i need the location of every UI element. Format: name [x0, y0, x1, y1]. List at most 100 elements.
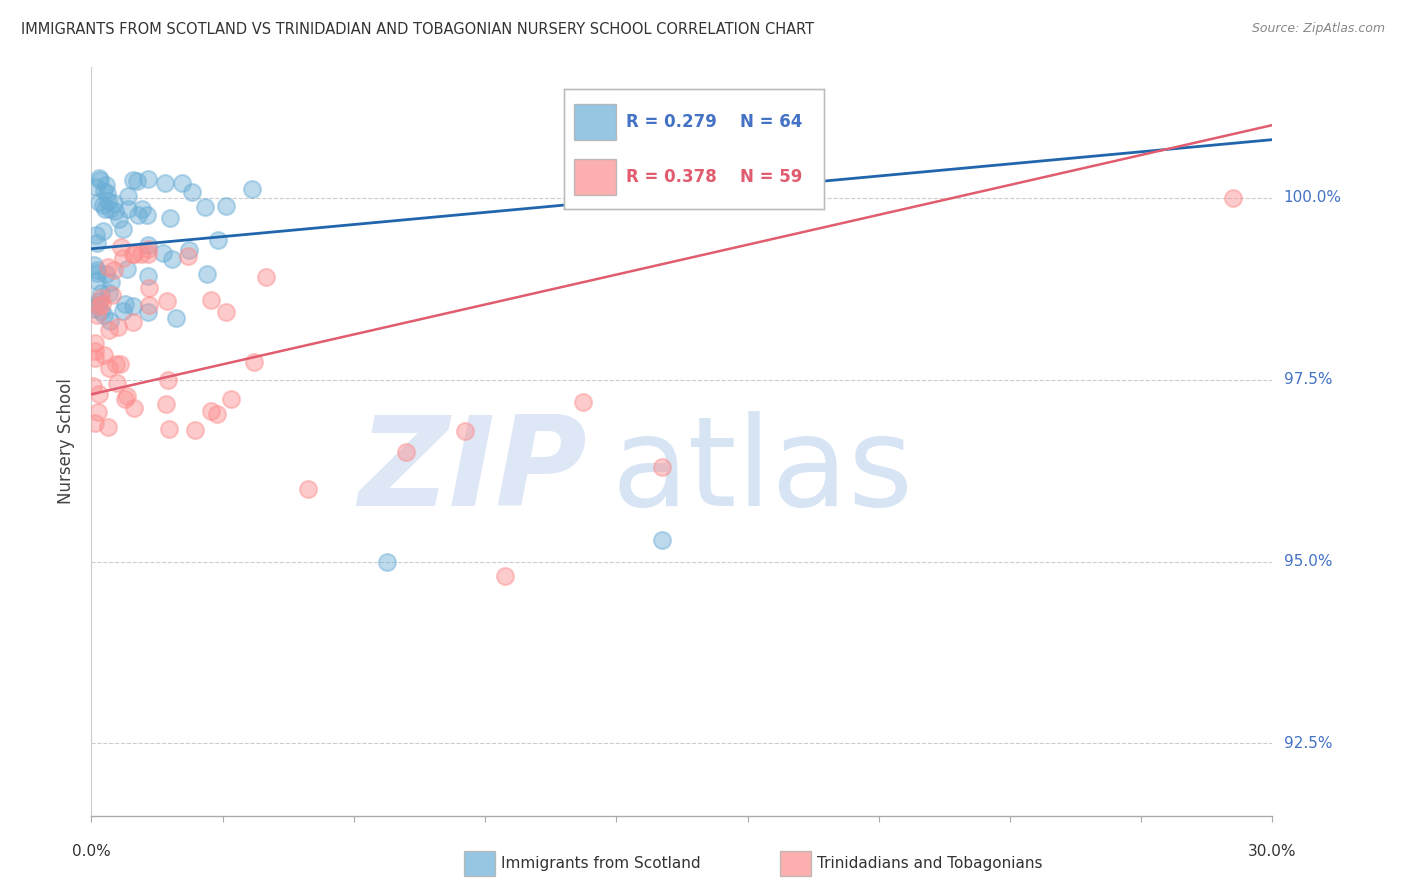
Point	[97, 323, 120, 337]
Point	[156, 293, 179, 308]
Point	[84, 336, 107, 351]
Point	[157, 422, 180, 436]
Point	[105, 376, 128, 391]
Point	[494, 569, 516, 583]
Point	[90, 285, 112, 300]
Point	[97, 285, 120, 300]
Point	[122, 247, 145, 261]
Point	[138, 281, 160, 295]
Point	[105, 357, 128, 371]
Point	[111, 303, 134, 318]
Point	[122, 173, 145, 187]
Point	[165, 310, 187, 325]
Point	[136, 208, 159, 222]
Point	[243, 355, 266, 369]
Point	[91, 224, 114, 238]
Point	[131, 202, 153, 217]
Point	[375, 555, 398, 569]
Point	[180, 186, 202, 200]
Point	[115, 262, 138, 277]
Point	[94, 202, 117, 217]
Point	[159, 211, 181, 225]
Point	[152, 245, 174, 260]
Point	[84, 298, 107, 312]
Point	[136, 238, 159, 252]
Text: 30.0%: 30.0%	[1249, 844, 1296, 859]
Text: 95.0%: 95.0%	[1284, 554, 1331, 569]
Point	[454, 424, 477, 438]
Point	[156, 373, 179, 387]
Point	[122, 247, 145, 261]
Point	[122, 299, 145, 313]
Point	[93, 348, 115, 362]
Point	[108, 211, 131, 226]
Point	[200, 403, 222, 417]
Point	[90, 291, 112, 305]
Point	[651, 533, 673, 547]
Point	[97, 194, 120, 208]
Point	[219, 392, 242, 406]
Point	[100, 275, 122, 289]
Point	[177, 249, 200, 263]
Text: ZIP: ZIP	[359, 411, 588, 532]
Point	[162, 252, 184, 267]
Point	[297, 482, 319, 496]
Point	[98, 360, 121, 375]
Text: 92.5%: 92.5%	[1284, 736, 1331, 751]
Point	[138, 171, 160, 186]
Point	[117, 202, 139, 216]
Point	[104, 203, 127, 218]
Text: IMMIGRANTS FROM SCOTLAND VS TRINIDADIAN AND TOBAGONIAN NURSERY SCHOOL CORRELATIO: IMMIGRANTS FROM SCOTLAND VS TRINIDADIAN …	[21, 22, 814, 37]
Point	[125, 174, 148, 188]
Point	[94, 267, 117, 281]
Point	[91, 297, 114, 311]
Point	[207, 233, 229, 247]
Point	[111, 252, 134, 266]
Text: Immigrants from Scotland: Immigrants from Scotland	[501, 856, 700, 871]
Text: Source: ZipAtlas.com: Source: ZipAtlas.com	[1251, 22, 1385, 36]
Point	[110, 240, 132, 254]
Point	[172, 176, 194, 190]
Point	[103, 263, 125, 277]
Point	[84, 180, 107, 194]
Point	[84, 416, 107, 430]
Point	[83, 301, 105, 316]
Text: 97.5%: 97.5%	[1284, 372, 1331, 387]
Point	[111, 221, 134, 235]
Point	[395, 445, 418, 459]
Point	[83, 351, 105, 365]
Text: atlas: atlas	[612, 411, 912, 532]
Point	[86, 266, 108, 280]
Point	[240, 182, 263, 196]
Point	[87, 293, 110, 308]
Point	[138, 297, 160, 311]
Point	[90, 303, 112, 318]
Point	[1222, 191, 1244, 205]
Text: 0.0%: 0.0%	[72, 844, 111, 859]
Point	[136, 242, 159, 256]
Point	[86, 235, 108, 250]
Y-axis label: Nursery School: Nursery School	[58, 378, 76, 505]
Point	[96, 178, 118, 192]
Point	[114, 392, 136, 406]
Point	[97, 260, 120, 274]
Point	[572, 394, 595, 409]
Point	[136, 305, 159, 319]
Point	[194, 200, 217, 214]
Point	[82, 379, 104, 393]
Point	[200, 293, 222, 308]
Point	[205, 407, 228, 421]
Point	[155, 396, 177, 410]
Point	[115, 389, 138, 403]
Point	[83, 258, 105, 272]
Point	[84, 227, 107, 242]
Point	[129, 247, 152, 261]
Point	[195, 267, 218, 281]
Point	[97, 420, 120, 434]
Point	[108, 357, 131, 371]
Point	[114, 297, 136, 311]
Point	[98, 314, 121, 328]
Point	[87, 170, 110, 185]
Point	[86, 274, 108, 288]
Point	[215, 198, 238, 212]
